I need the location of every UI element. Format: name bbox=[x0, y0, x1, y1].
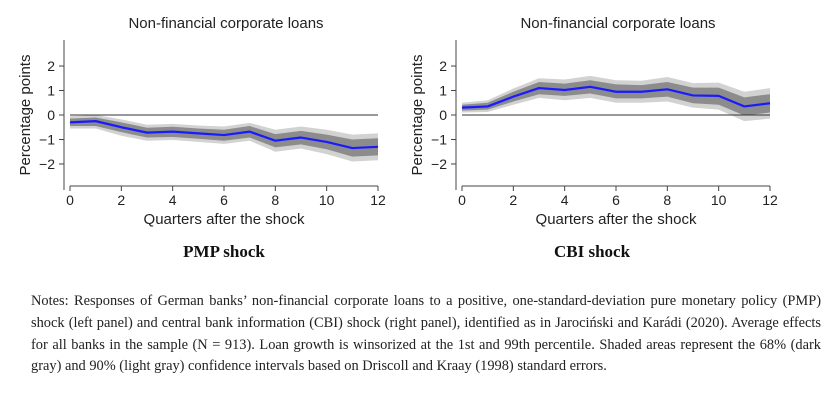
right-x-tick-label: 8 bbox=[663, 192, 671, 208]
left-x-axis-label: Quarters after the shock bbox=[144, 211, 305, 228]
left-y-tick-label: −1 bbox=[39, 131, 55, 147]
left-x-tick-label: 12 bbox=[370, 192, 386, 208]
left-y-tick-label: 1 bbox=[47, 83, 55, 99]
left-x-tick-label: 2 bbox=[117, 192, 125, 208]
left-ci68-band bbox=[70, 117, 378, 157]
right-y-axis-label: Percentage points bbox=[409, 55, 426, 176]
figure-notes: Notes: Responses of German banks’ non-fi… bbox=[31, 293, 821, 375]
left-x-tick-label: 10 bbox=[319, 192, 335, 208]
left-y-axis-label: Percentage points bbox=[17, 55, 34, 176]
right-x-tick-label: 10 bbox=[711, 192, 727, 208]
right-x-tick-label: 0 bbox=[458, 192, 466, 208]
right-x-tick-label: 2 bbox=[509, 192, 517, 208]
right-x-tick-label: 6 bbox=[612, 192, 620, 208]
left-x-tick-label: 6 bbox=[220, 192, 228, 208]
left-response-line bbox=[69, 120, 379, 150]
right-y-tick-label: 2 bbox=[439, 58, 447, 74]
right-y-tick-label: 0 bbox=[439, 107, 447, 123]
left-y-tick-label: −2 bbox=[39, 156, 55, 172]
right-response-line bbox=[461, 85, 771, 109]
left-y-tick-label: 0 bbox=[47, 107, 55, 123]
right-chart-title: Non-financial corporate loans bbox=[520, 15, 715, 32]
left-x-tick-label: 0 bbox=[66, 192, 74, 208]
left-chart-title: Non-financial corporate loans bbox=[128, 15, 323, 32]
left-y-tick-label: 2 bbox=[47, 58, 55, 74]
right-x-tick-label: 4 bbox=[561, 192, 569, 208]
left-x-tick-label: 4 bbox=[169, 192, 177, 208]
right-x-tick-label: 12 bbox=[762, 192, 778, 208]
right-chart-caption: CBI shock bbox=[553, 242, 631, 261]
right-y-tick-label: 1 bbox=[439, 83, 447, 99]
left-chart-caption: PMP shock bbox=[183, 242, 265, 261]
right-x-axis-label: Quarters after the shock bbox=[536, 211, 697, 228]
right-y-tick-label: −1 bbox=[431, 131, 447, 147]
left-x-tick-label: 8 bbox=[271, 192, 279, 208]
right-y-tick-label: −2 bbox=[431, 156, 447, 172]
